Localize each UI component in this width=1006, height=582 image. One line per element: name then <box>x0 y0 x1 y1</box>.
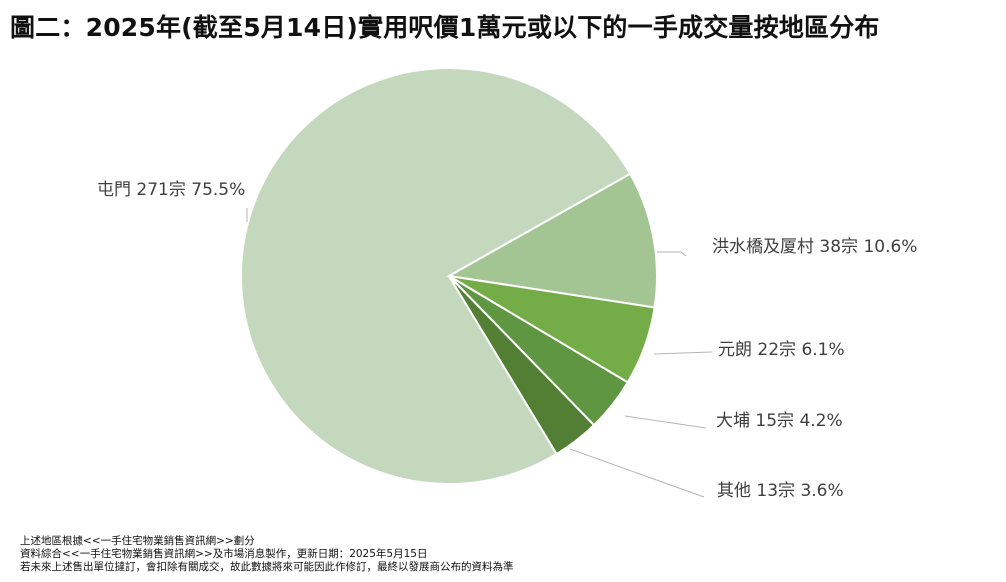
leader-line-3 <box>653 351 713 355</box>
slice-label-4: 大埔 15宗 4.2% <box>716 411 843 431</box>
leader-lines <box>246 208 713 498</box>
leader-line-5 <box>569 448 705 498</box>
pie-slice-5 <box>448 275 596 456</box>
slice-label-5: 其他 13宗 3.6% <box>717 481 844 501</box>
footnotes: 上述地區根據<<一手住宅物業銷售資訊網>>劃分 資料綜合<<一手住宅物業銷售資訊… <box>20 535 514 574</box>
pie-slice-2 <box>445 172 658 309</box>
slice-label-1: 屯門 271宗 75.5% <box>97 180 245 200</box>
footnote-3: 若未來上述售出單位撻訂，會扣除有關成交，故此數據將來可能因此作修訂，最終以發展商… <box>20 561 514 573</box>
slice-label-3: 元朗 22宗 6.1% <box>718 340 845 360</box>
slice-label-2: 洪水橋及厦村 38宗 10.6% <box>712 237 917 257</box>
chart-title: 圖二：2025年(截至5月14日)實用呎價1萬元或以下的一手成交量按地區分布 <box>10 13 880 42</box>
pie-slice-1 <box>239 67 632 485</box>
footnote-2: 資料綜合<<一手住宅物業銷售資訊網>>及市場消息製作，更新日期：2025年5月1… <box>20 548 428 560</box>
leader-line-2 <box>657 251 687 257</box>
slice-labels: 屯門 271宗 75.5% 洪水橋及厦村 38宗 10.6% 元朗 22宗 6.1%… <box>97 180 917 501</box>
footnote-1: 上述地區根據<<一手住宅物業銷售資訊網>>劃分 <box>20 535 255 547</box>
leader-line-4 <box>624 415 707 429</box>
pie-slices <box>239 67 658 485</box>
